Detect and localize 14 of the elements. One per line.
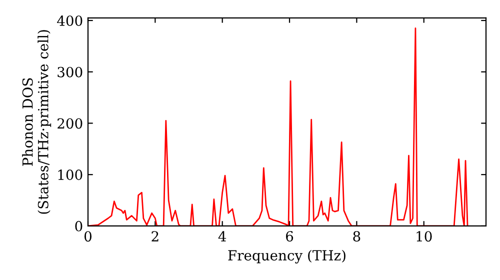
x-tick-label: 8 [353,231,360,242]
line-series [88,28,468,226]
x-tick-label: 4 [218,231,226,242]
x-tick-label: 2 [152,231,158,242]
y-tick-label: 100 [58,170,82,180]
y-tick-label: 300 [58,66,82,78]
y-tick-label: 200 [58,118,82,129]
x-axis-title: Frequency (THz) [228,250,346,264]
y-axis-title: Phonon DOS (States/THz·primitive cell) [22,30,52,214]
x-tick-label: 6 [286,231,294,242]
y-tick-label: 400 [57,15,82,26]
x-tick-label: 0 [84,231,92,242]
x-tick-label: 10 [416,231,432,242]
y-tick-label: 0 [75,220,82,232]
